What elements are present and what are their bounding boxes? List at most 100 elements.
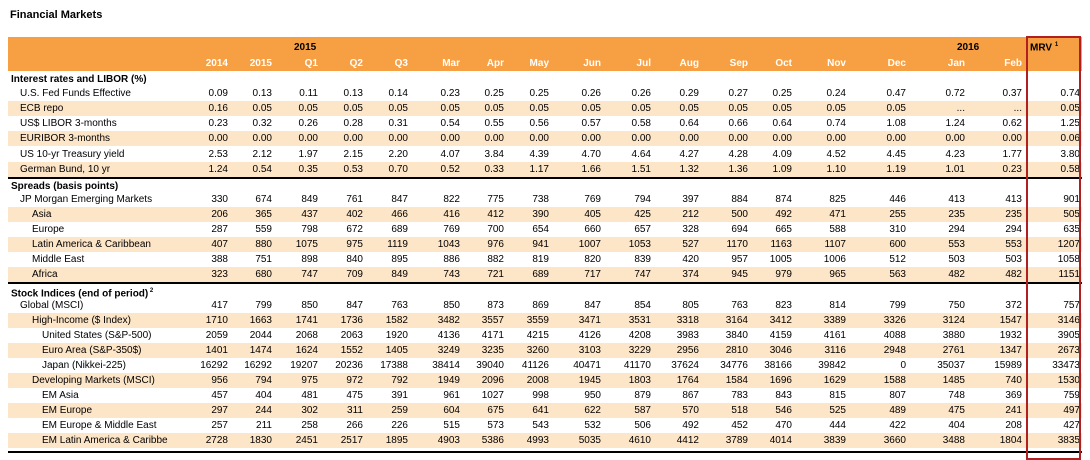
table-cell: 0.29	[679, 88, 699, 100]
table-cell: 39842	[818, 359, 846, 371]
table-cell: 446	[889, 193, 906, 205]
table-cell: 4136	[437, 329, 460, 341]
table-cell: 3660	[883, 435, 906, 447]
table-cell: 475	[346, 390, 363, 402]
table-cell: 4088	[883, 329, 906, 341]
table-cell: 4208	[628, 329, 651, 341]
table-cell: 0.26	[581, 88, 601, 100]
table-cell: 945	[731, 269, 748, 281]
table-cell: 2063	[340, 329, 363, 341]
table-row: Global (MSCI) 417 799 850 847 763 850 873 869 847…	[8, 298, 1082, 313]
table-cell: 775	[487, 193, 504, 205]
section-heading: Spreads (basis points)	[8, 176, 1082, 194]
table-cell: 3046	[769, 344, 792, 356]
table-cell: 794	[634, 193, 651, 205]
column-header: Jul	[636, 58, 651, 69]
table-cell: 0.00	[886, 133, 906, 145]
table-cell: 743	[443, 269, 460, 281]
table-cell: 3789	[725, 435, 748, 447]
column-header: Q3	[394, 58, 408, 69]
section-title: Stock Indices (end of period) 2	[11, 288, 154, 300]
table-cell: 17388	[380, 359, 408, 371]
section-title-note: 2	[148, 288, 154, 295]
table-cell: 1006	[823, 254, 846, 266]
table-cell: 740	[1005, 375, 1022, 386]
table-cell: 674	[255, 193, 272, 205]
row-label: Europe	[32, 224, 65, 235]
table-cell: 323	[211, 269, 228, 281]
table-cell: 503	[1005, 254, 1022, 266]
table-cell: 689	[532, 269, 549, 281]
table-cell: 206	[211, 208, 228, 220]
table-cell: 407	[211, 239, 228, 251]
table-cell: 0.00	[631, 133, 651, 145]
table-cell: 20236	[335, 359, 363, 371]
table-row: EM Europe 297 244 302 311 259 604 675 641 622 587 5…	[8, 403, 1082, 419]
table-cell: 0.05	[772, 103, 792, 115]
mrv-cell: 3835	[1057, 435, 1080, 447]
table-cell: 798	[301, 224, 318, 235]
table-cell: 2.53	[208, 148, 228, 160]
table-cell: 5386	[481, 435, 504, 447]
table-cell: 0.64	[772, 118, 792, 130]
table-cell: 867	[682, 390, 699, 402]
table-row: German Bund, 10 yr 1.24 0.54 0.35 0.53 0.70 0.…	[8, 161, 1082, 177]
column-header: Nov	[827, 58, 846, 69]
table-cell: 226	[391, 420, 408, 432]
table-cell: 4014	[769, 435, 792, 447]
table-cell: 0.00	[298, 133, 318, 145]
table-cell: 492	[775, 208, 792, 220]
table-cell: 751	[255, 254, 272, 266]
table-cell: 37624	[671, 359, 699, 371]
table-cell: 391	[391, 390, 408, 402]
table-cell: 975	[346, 239, 363, 251]
table-cell: 0.05	[826, 103, 846, 115]
table-cell: 0.23	[440, 88, 460, 100]
table-cell: 1.66	[581, 163, 601, 175]
table-cell: 1.51	[631, 163, 651, 175]
table-cell: 1547	[999, 314, 1022, 326]
table-cell: 769	[584, 193, 601, 205]
table-cell: 1485	[942, 375, 965, 386]
table-cell: 258	[301, 420, 318, 432]
table-row: EM Latin America & Caribbe 2728 1830 2451 25…	[8, 433, 1082, 449]
table-cell: 457	[211, 390, 228, 402]
mrv-cell: 0.58	[1060, 163, 1080, 175]
table-cell: 950	[584, 390, 601, 402]
table-cell: 235	[1005, 208, 1022, 220]
table-cell: 843	[775, 390, 792, 402]
column-header: May	[529, 58, 549, 69]
table-cell: 38166	[764, 359, 792, 371]
table-cell: 259	[391, 405, 408, 417]
table-cell: 287	[211, 224, 228, 235]
table-cell: 0.56	[529, 118, 549, 130]
table-cell: 211	[256, 420, 272, 432]
table-cell: 1804	[999, 435, 1022, 447]
table-cell: 822	[443, 193, 460, 205]
table-row: JP Morgan Emerging Markets 330 674 849 761 84…	[8, 192, 1082, 207]
table-cell: 763	[731, 299, 748, 311]
table-cell: 466	[391, 208, 408, 220]
table-cell: 310	[889, 224, 906, 235]
table-cell: 0.74	[826, 118, 846, 130]
table-cell: 4.45	[886, 148, 906, 160]
table-cell: 527	[682, 239, 699, 251]
table-cell: 1920	[385, 329, 408, 341]
table-cell: 0.57	[581, 118, 601, 130]
table-cell: 212	[682, 208, 699, 220]
table-cell: 2728	[205, 435, 228, 447]
table-cell: 0.00	[484, 133, 504, 145]
table-row: Middle East 388 751 898 840 895 886 882 819 820 83…	[8, 252, 1082, 267]
table-cell: 1027	[481, 390, 504, 402]
table-cell: 3983	[676, 329, 699, 341]
table-cell: 35037	[937, 359, 965, 371]
table-cell: 41126	[521, 359, 549, 371]
table-cell: 297	[211, 405, 228, 417]
table-cell: 4.70	[581, 148, 601, 160]
table-cell: 854	[634, 299, 651, 311]
mrv-cell: 1151	[1058, 269, 1080, 281]
table-cell: 0.00	[529, 133, 549, 145]
table-cell: 849	[391, 269, 408, 281]
row-label: EM Europe & Middle East	[42, 420, 157, 432]
table-cell: 4412	[676, 435, 699, 447]
